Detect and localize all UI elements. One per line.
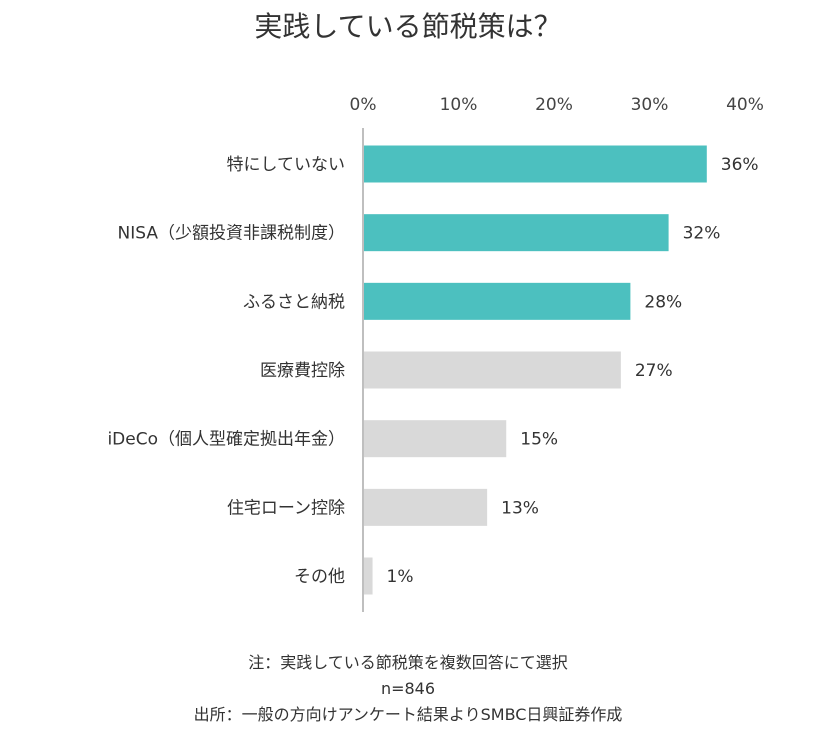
source-text: 出所：一般の方向けアンケート結果よりSMBC日興証券作成	[193, 705, 623, 724]
x-tick-label: 40%	[726, 95, 764, 115]
bar	[363, 351, 621, 389]
bar	[363, 282, 631, 320]
value-label: 28%	[644, 292, 682, 312]
value-label: 36%	[721, 155, 759, 175]
bar	[363, 557, 373, 595]
bar	[363, 145, 707, 183]
x-tick-label: 10%	[440, 95, 478, 115]
bar-chart: 実践している節税策は？ 0% 10% 20% 30% 40% 特にしていない NISA（少…	[107, 10, 764, 612]
category-label: 住宅ローン控除	[227, 498, 345, 518]
category-label: NISA（少額投資非課税制度）	[118, 224, 345, 244]
value-label: 15%	[520, 430, 558, 450]
x-tick-label: 20%	[535, 95, 573, 115]
note-text: 注：実践している節税策を複数回答にて選択	[248, 653, 568, 672]
x-tick-label: 30%	[631, 95, 669, 115]
bar	[363, 214, 669, 252]
value-label: 1%	[387, 567, 414, 587]
category-label: 医療費控除	[260, 361, 345, 381]
value-label: 13%	[501, 498, 539, 518]
category-label: その他	[294, 567, 345, 587]
sample-size: n=846	[380, 679, 436, 698]
bar	[363, 420, 507, 458]
x-tick-label: 0%	[350, 95, 377, 115]
bar	[363, 488, 488, 526]
chart-title: 実践している節税策は？	[254, 10, 561, 43]
value-label: 32%	[683, 224, 721, 244]
category-label: 特にしていない	[227, 155, 346, 175]
value-label: 27%	[635, 361, 673, 381]
category-label: iDeCo（個人型確定拠出年金）	[107, 430, 345, 450]
category-label: ふるさと納税	[243, 292, 345, 312]
